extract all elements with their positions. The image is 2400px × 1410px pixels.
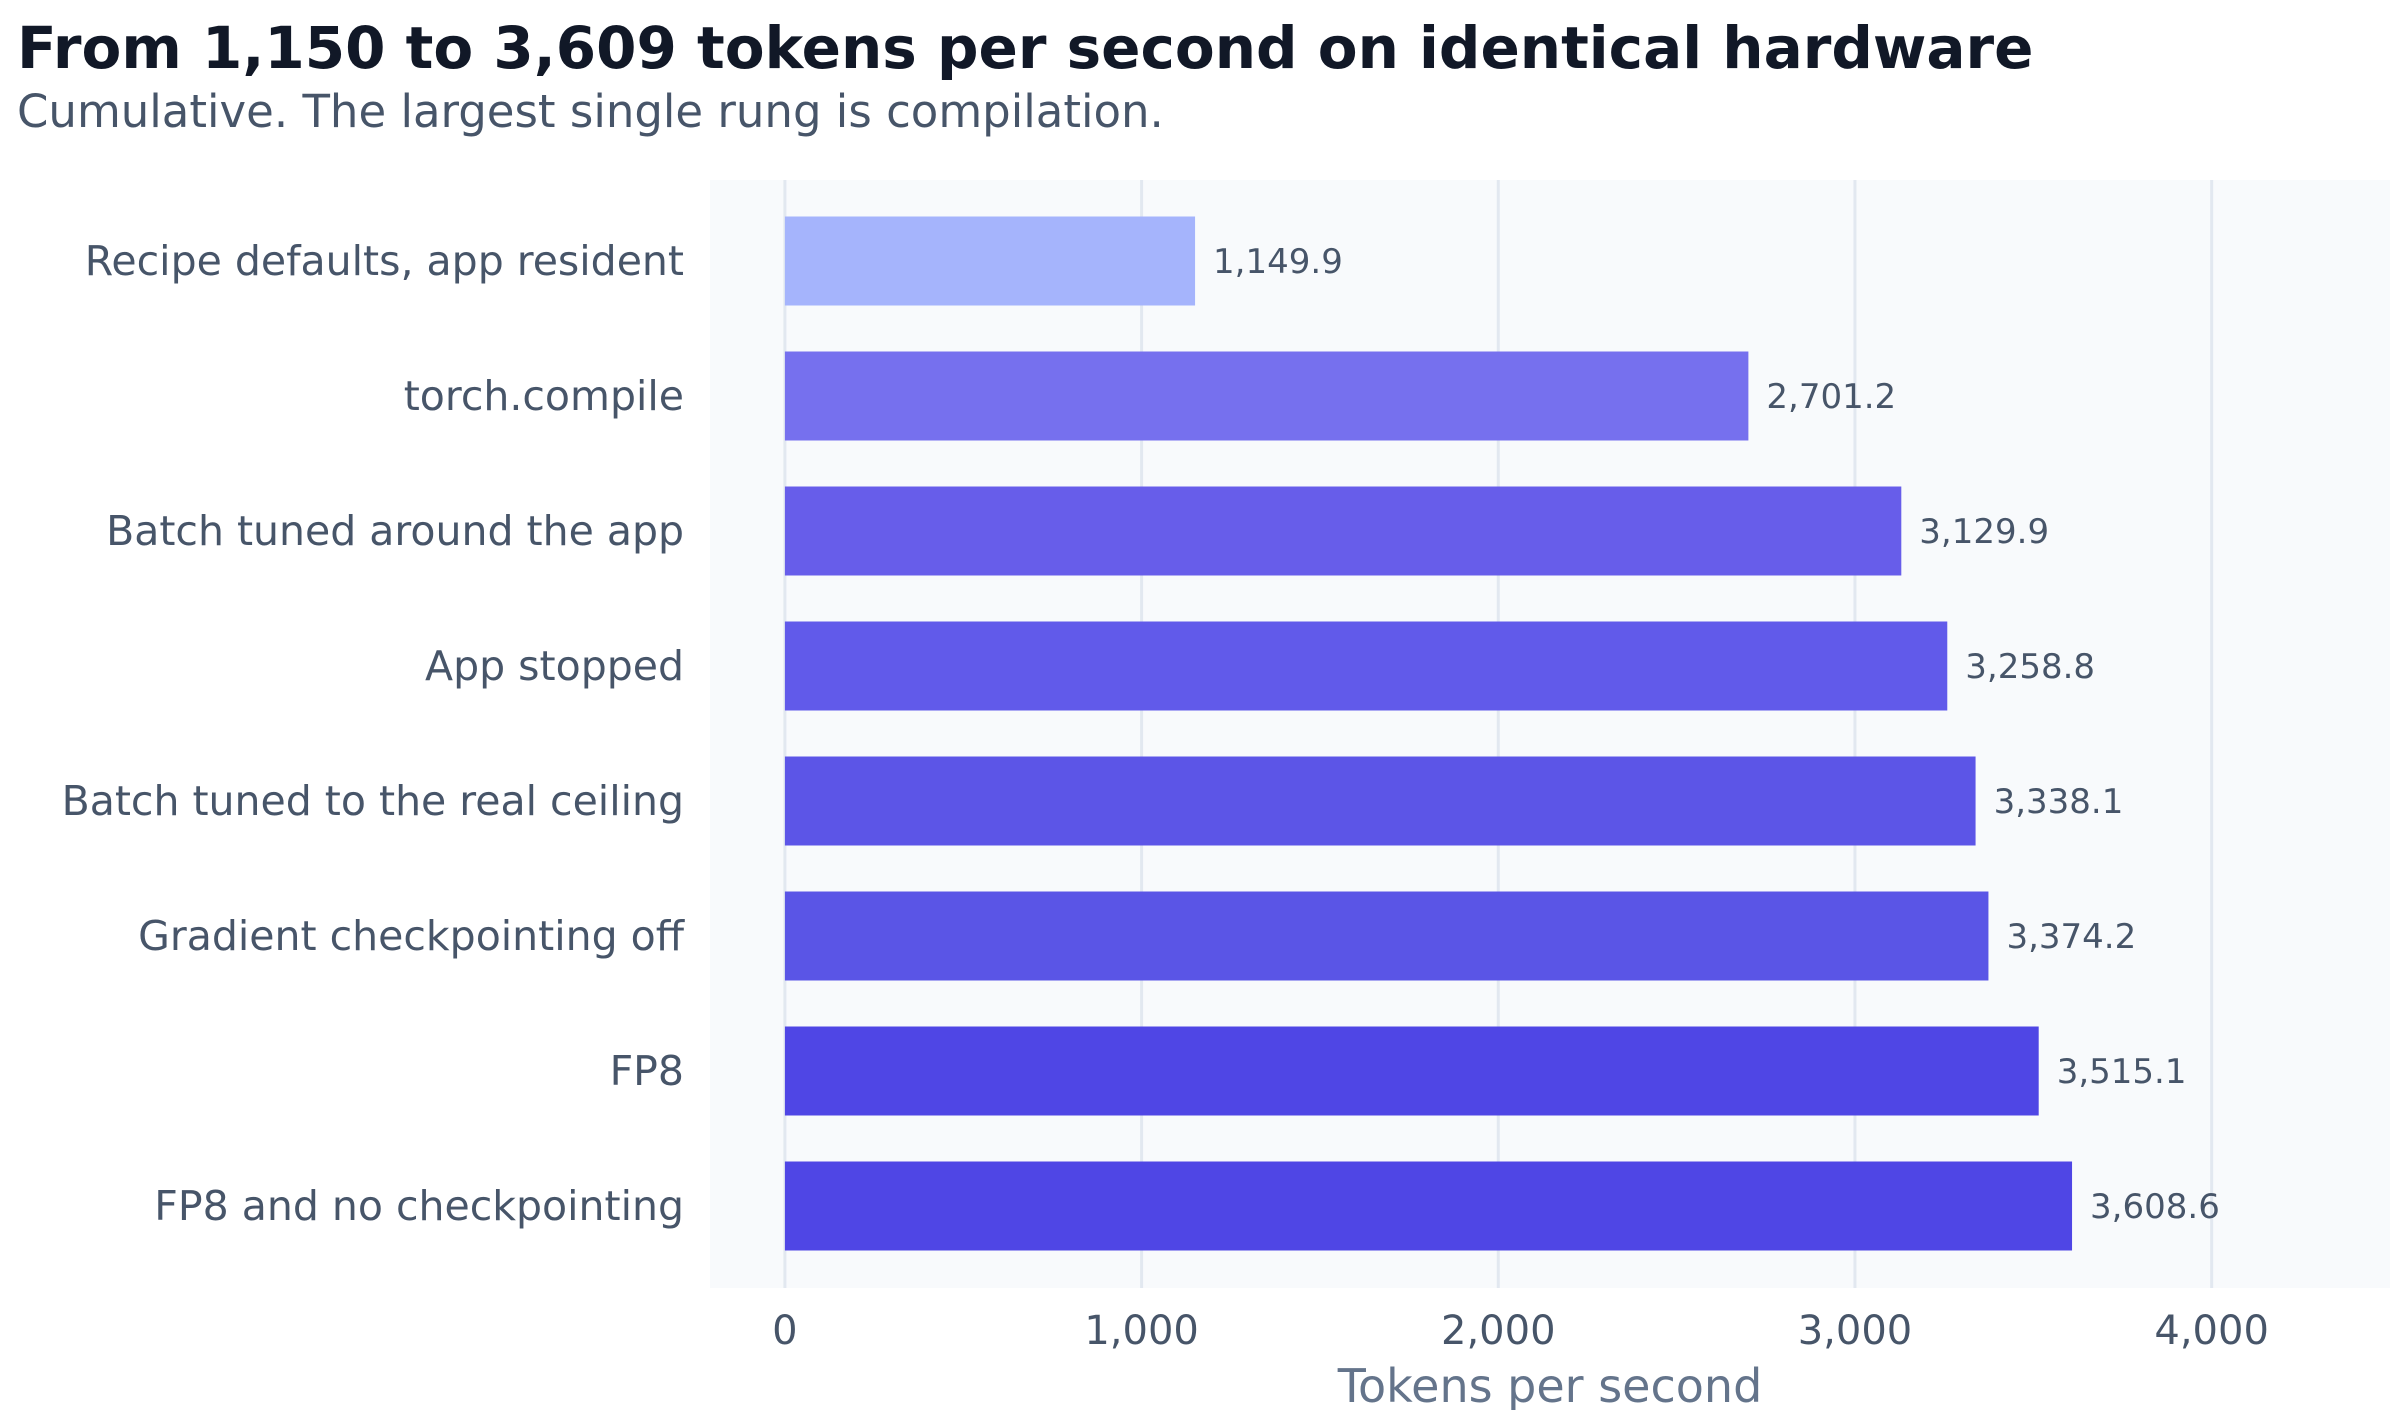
- chart-title: From 1,150 to 3,609 tokens per second on…: [17, 14, 2034, 82]
- category-label: Batch tuned around the app: [106, 507, 684, 555]
- bar: [784, 891, 1989, 981]
- bar: [784, 621, 1948, 711]
- x-axis-title: Tokens per second: [1337, 1359, 1763, 1410]
- category-label: Gradient checkpointing off: [138, 912, 686, 960]
- x-tick-label: 4,000: [2154, 1308, 2269, 1354]
- x-axis-ticks: 0 1,000 2,000 3,000 4,000: [772, 1308, 2269, 1354]
- bar: [784, 756, 1976, 846]
- category-label: Batch tuned to the real ceiling: [62, 777, 684, 825]
- value-label: 3,129.9: [1919, 512, 2049, 552]
- category-label: FP8 and no checkpointing: [154, 1182, 684, 1230]
- x-tick-label: 1,000: [1084, 1308, 1199, 1354]
- bar: [784, 216, 1196, 306]
- x-tick-label: 3,000: [1798, 1308, 1913, 1354]
- bar: [784, 486, 1902, 576]
- bar: [784, 351, 1749, 441]
- x-tick-label: 0: [772, 1308, 797, 1354]
- category-label: FP8: [610, 1047, 684, 1095]
- value-label: 2,701.2: [1766, 377, 1896, 417]
- category-label: App stopped: [425, 642, 684, 690]
- bar: [784, 1161, 2073, 1251]
- plot-background: [710, 180, 2390, 1288]
- value-label: 3,515.1: [2057, 1052, 2187, 1092]
- value-label: 1,149.9: [1213, 242, 1343, 282]
- bars: [784, 216, 2073, 1251]
- value-label: 3,608.6: [2090, 1187, 2220, 1227]
- category-labels: Recipe defaults, app resident torch.compi…: [62, 237, 686, 1230]
- category-label: Recipe defaults, app resident: [85, 237, 684, 285]
- category-label: torch.compile: [404, 372, 684, 420]
- chart-subtitle: Cumulative. The largest single rung is c…: [17, 85, 1164, 138]
- bar: [784, 1026, 2039, 1116]
- value-label: 3,258.8: [1965, 647, 2095, 687]
- x-tick-label: 2,000: [1441, 1308, 1556, 1354]
- value-label: 3,338.1: [1994, 782, 2124, 822]
- value-labels: 1,149.9 2,701.2 3,129.9 3,258.8 3,338.1 3,374…: [1213, 242, 2220, 1227]
- value-label: 3,374.2: [2006, 917, 2136, 957]
